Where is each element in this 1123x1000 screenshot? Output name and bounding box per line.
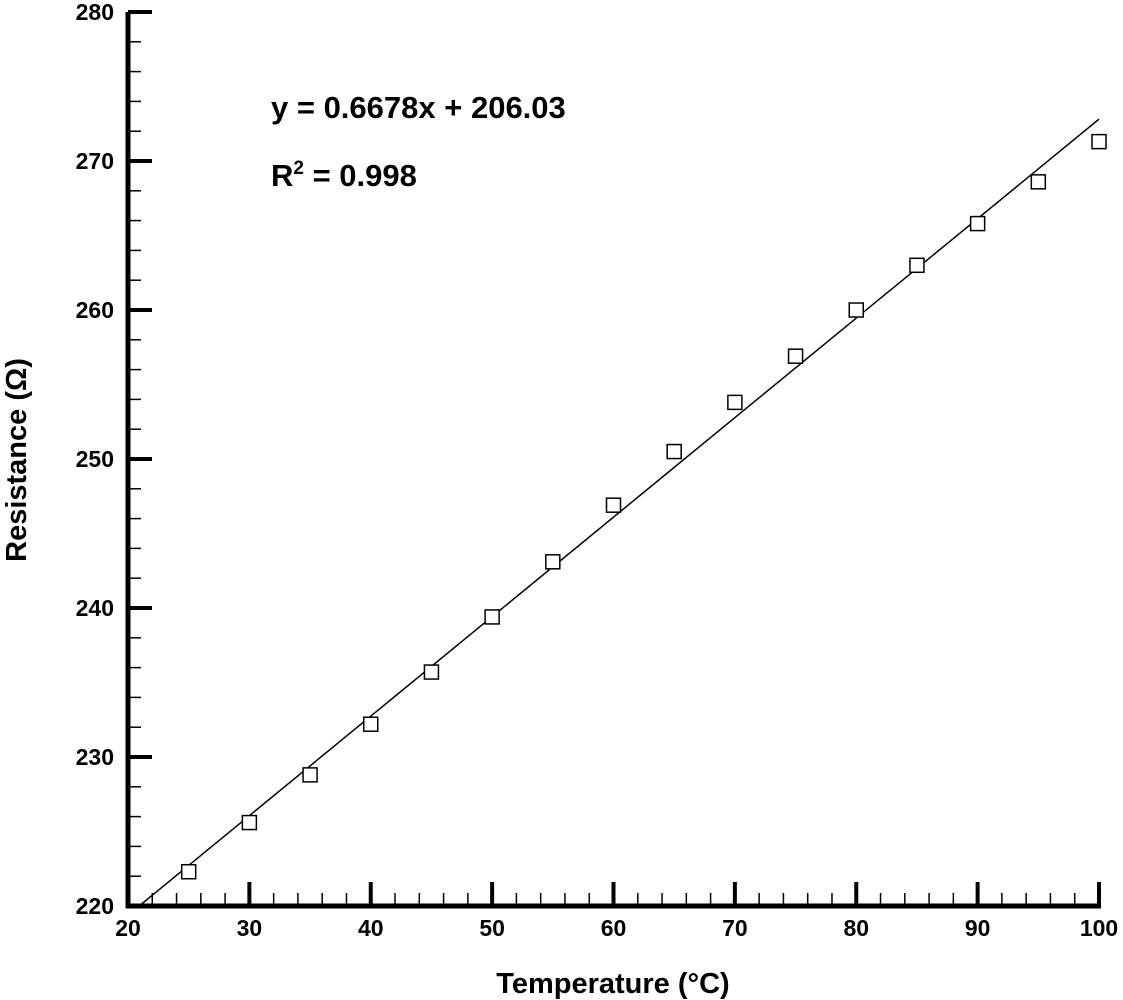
data-point bbox=[666, 443, 682, 460]
data-point bbox=[180, 863, 197, 880]
x-tick-label: 50 bbox=[479, 915, 505, 941]
x-tick-label: 80 bbox=[843, 915, 869, 941]
r-squared-annotation: R2 = 0.998 bbox=[271, 158, 417, 193]
x-tick-label: 20 bbox=[115, 915, 141, 941]
data-point bbox=[302, 767, 318, 783]
axes bbox=[125, 10, 1101, 909]
data-points bbox=[180, 133, 1107, 880]
x-tick-label: 30 bbox=[237, 915, 263, 941]
tick-labels: 20 30 40 50 60 70 80 90 100 220 230 240 250 260 270 280 bbox=[76, 0, 1119, 941]
x-axis-title: Temperature (°C) bbox=[496, 968, 729, 1000]
x-tick-label: 40 bbox=[358, 915, 384, 941]
y-tick-label: 260 bbox=[76, 297, 114, 323]
data-point bbox=[423, 664, 440, 680]
data-point bbox=[727, 394, 743, 411]
y-tick-label: 250 bbox=[76, 446, 114, 472]
data-point bbox=[363, 716, 379, 732]
x-tick-label: 90 bbox=[965, 915, 991, 941]
data-point bbox=[241, 814, 258, 831]
data-point bbox=[605, 497, 622, 513]
y-tick-label: 230 bbox=[76, 744, 114, 770]
x-tick-label: 100 bbox=[1080, 915, 1118, 941]
y-tick-label: 270 bbox=[76, 148, 114, 174]
data-point bbox=[969, 215, 986, 232]
data-point bbox=[484, 609, 500, 625]
data-point bbox=[909, 257, 925, 274]
x-tick-label: 60 bbox=[601, 915, 627, 941]
data-point bbox=[1030, 174, 1047, 190]
data-point bbox=[848, 302, 864, 318]
equation-annotation: y = 0.6678x + 206.03 bbox=[271, 90, 566, 125]
data-point bbox=[545, 554, 561, 570]
r-squared-value: = 0.998 bbox=[304, 158, 417, 193]
data-point bbox=[787, 348, 804, 364]
r-squared-prefix: R bbox=[271, 158, 293, 193]
r-squared-superscript: 2 bbox=[293, 158, 304, 179]
y-tick-label: 240 bbox=[76, 595, 114, 621]
y-axis-title: Resistance (Ω) bbox=[1, 358, 33, 562]
data-point bbox=[1091, 133, 1107, 150]
y-tick-label: 280 bbox=[76, 0, 114, 25]
x-tick-label: 70 bbox=[722, 915, 748, 941]
y-tick-label: 220 bbox=[76, 893, 114, 919]
